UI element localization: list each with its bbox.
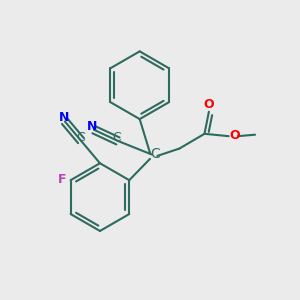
Text: C: C	[76, 131, 85, 144]
Text: F: F	[58, 173, 67, 186]
Text: N: N	[87, 120, 98, 133]
Text: O: O	[204, 98, 214, 111]
Text: C: C	[150, 147, 160, 161]
Text: C: C	[112, 130, 121, 144]
Text: N: N	[59, 112, 69, 124]
Text: O: O	[230, 129, 240, 142]
